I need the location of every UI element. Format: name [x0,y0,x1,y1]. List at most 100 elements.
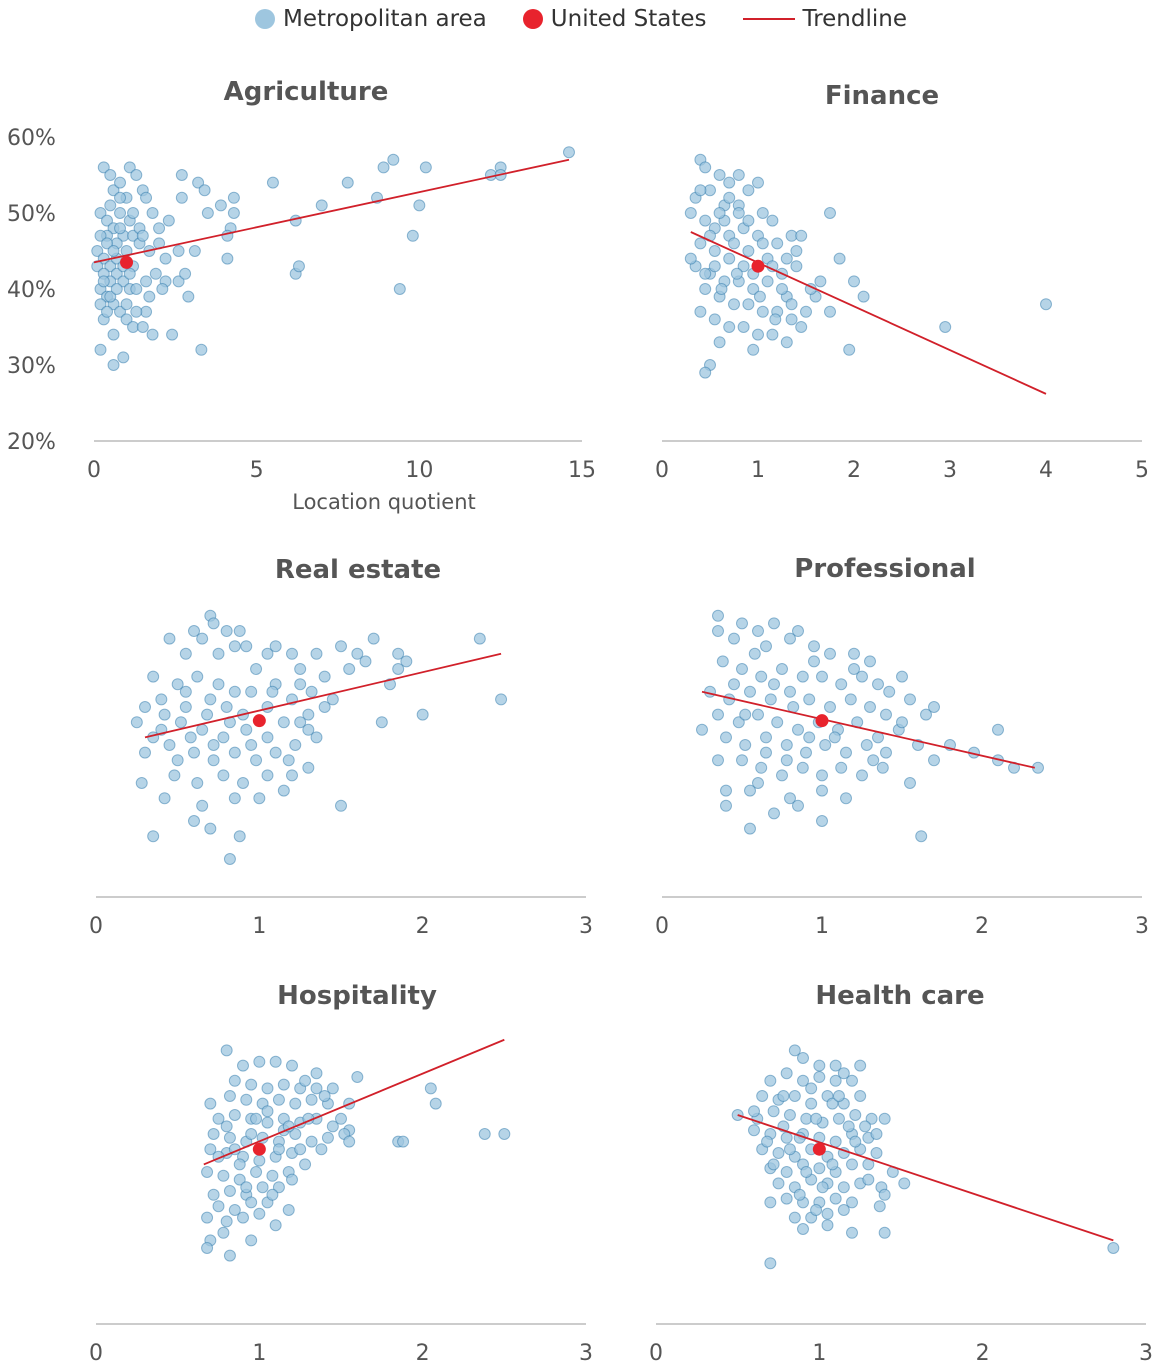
metro-point [101,305,114,318]
trendline [144,652,502,739]
metro-point [764,693,777,706]
metro-point [780,1166,793,1178]
metro-point [188,815,200,827]
metro-point [713,169,726,181]
metro-point [104,199,117,212]
metro-point [207,617,220,630]
metro-point [204,693,217,706]
metro-point [876,761,889,774]
metro-point [204,822,217,835]
metro-point [829,1192,842,1205]
metro-point [803,731,816,744]
legend-trend-label: Trendline [802,6,907,32]
metro-point [752,708,764,721]
panel-real-estate: Real estate 0 1 2 3 [89,555,593,939]
us-point [751,259,765,273]
metro-point [223,1131,236,1144]
metro-point [130,169,143,181]
metro-point [221,252,234,265]
panel-professional: Professional 0 1 2 3 [655,554,1149,939]
metro-point [140,275,153,288]
x-tick-label: 2 [416,914,430,939]
metro-point [149,267,162,280]
metro-point [266,685,279,698]
metro-point [110,267,123,280]
metro-point [341,176,354,189]
metro-point [237,1211,249,1224]
x-tick-label: 0 [649,1341,663,1365]
metro-point [854,1059,867,1072]
metro-point [424,1082,437,1095]
metro-point [94,229,107,242]
metro-point [752,625,764,637]
metro-point [716,655,729,668]
metro-point [896,670,908,683]
metro-point [846,1074,858,1087]
metro-point [792,625,804,637]
metro-point [699,366,712,379]
metro-point [819,739,832,751]
panel-title: Professional [794,554,975,584]
metro-point [261,1105,274,1118]
metro-point [760,731,772,744]
metro-point [140,191,153,204]
metro-point [227,191,240,204]
metro-point [253,1207,266,1220]
metro-point [792,799,804,812]
metro-point [712,708,724,721]
metro-point [172,245,185,257]
metro-point [755,761,768,774]
metro-point [728,298,740,311]
metro-point [204,1097,217,1110]
metro-point [201,1166,214,1178]
metro-point [708,313,721,326]
metro-point [865,1112,878,1125]
metro-point [91,245,104,257]
us-point [252,714,266,728]
metro-point [829,1074,842,1087]
metro-point [302,708,315,721]
metro-point [156,283,169,295]
x-tick-label: 10 [405,458,433,483]
metro-point [107,245,120,257]
metro-point [272,1181,285,1194]
metro-point [139,746,151,759]
metro-point [862,1173,875,1186]
metro-point [245,685,258,698]
metro-point [832,1090,845,1102]
metro-point [752,328,764,341]
metro-point [351,1071,364,1083]
metro-point [715,283,728,295]
metro-point [744,685,756,698]
metro-point [201,708,214,721]
metro-point [220,1120,233,1133]
metro-point [192,176,205,189]
metro-point [318,670,331,683]
metro-point [94,298,107,311]
metro-point [335,799,347,812]
metro-point [797,1074,809,1087]
metro-point [228,640,241,653]
metro-point [747,343,760,356]
metro-point [840,792,852,805]
metro-point [289,1128,302,1140]
metro-point [808,640,820,653]
metro-point [207,739,220,751]
metro-point [310,1082,323,1095]
metro-point [107,359,120,371]
x-tick-label: 3 [943,458,957,483]
metro-point [742,184,755,197]
metro-point [780,1192,793,1205]
metro-point [829,1059,842,1072]
metro-point [898,1177,911,1190]
legend-item-us: United States [522,6,707,32]
metro-point [856,670,868,683]
metro-point [188,245,201,257]
metro-point [737,321,750,333]
metro-point [179,685,192,698]
metro-point [708,245,721,257]
x-tick-label: 5 [1135,458,1149,483]
metro-point [384,678,396,691]
metro-point [172,275,185,288]
metro-point [289,214,302,227]
